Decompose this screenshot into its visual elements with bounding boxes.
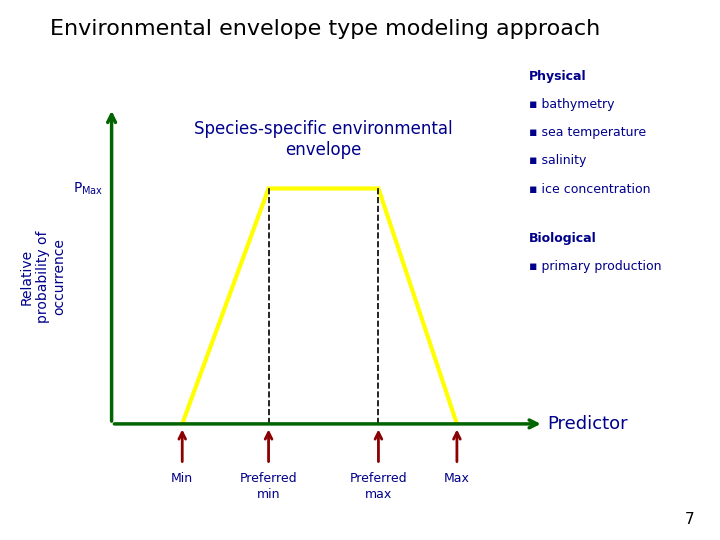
Text: Max: Max <box>444 472 470 485</box>
Text: Preferred
min: Preferred min <box>240 472 297 501</box>
Text: Min: Min <box>171 472 193 485</box>
Text: ▪ salinity: ▪ salinity <box>529 154 587 167</box>
Text: 7: 7 <box>685 511 695 526</box>
Text: Biological: Biological <box>529 232 597 245</box>
Text: Relative
probability of
occurrence: Relative probability of occurrence <box>20 231 66 323</box>
Text: Physical: Physical <box>529 70 587 83</box>
Text: Species-specific environmental
envelope: Species-specific environmental envelope <box>194 120 453 159</box>
Text: P$_{\mathrm{Max}}$: P$_{\mathrm{Max}}$ <box>73 180 103 197</box>
Text: Environmental envelope type modeling approach: Environmental envelope type modeling app… <box>50 19 600 39</box>
Text: ▪ bathymetry: ▪ bathymetry <box>529 98 615 111</box>
Text: Preferred
max: Preferred max <box>350 472 408 501</box>
Text: ▪ ice concentration: ▪ ice concentration <box>529 183 651 195</box>
Text: ▪ primary production: ▪ primary production <box>529 260 662 273</box>
Text: Predictor: Predictor <box>547 415 628 433</box>
Text: ▪ sea temperature: ▪ sea temperature <box>529 126 647 139</box>
